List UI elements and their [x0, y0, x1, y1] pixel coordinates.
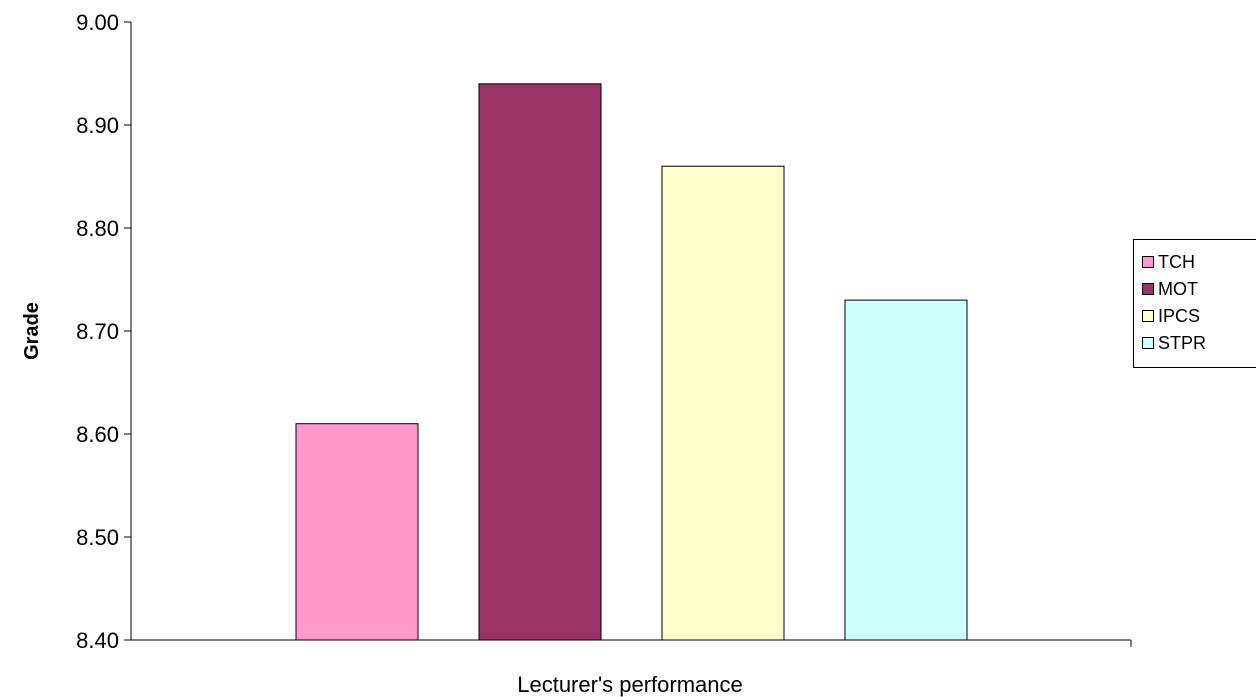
legend-label: TCH [1158, 251, 1195, 272]
legend-label: IPCS [1158, 305, 1201, 326]
bar-ipcs [661, 165, 785, 641]
bar-stpr [844, 299, 968, 641]
y-tick-label: 8.40 [76, 628, 119, 653]
y-tick-label: 8.70 [76, 319, 119, 344]
legend-item-mot: MOT [1142, 277, 1198, 301]
bars [295, 83, 968, 641]
y-tick-label: 8.80 [76, 216, 119, 241]
y-tick-label: 9.00 [76, 10, 119, 35]
y-tick-label: 8.90 [76, 113, 119, 138]
bar-mot [478, 83, 602, 641]
legend-label: MOT [1158, 278, 1198, 299]
legend-swatch [1142, 337, 1154, 349]
legend-item-stpr: STPR [1142, 331, 1206, 355]
legend-swatch [1142, 283, 1154, 295]
y-tick-label: 8.60 [76, 422, 119, 447]
legend: TCH MOT IPCS STPR [1133, 239, 1256, 368]
y-axis-label: Grade [21, 302, 43, 360]
y-axis-ticks: 8.40 8.50 8.60 8.70 8.80 8.90 9.00 [76, 10, 1132, 653]
x-axis-label: Lecturer's performance [517, 672, 743, 697]
legend-item-tch: TCH [1142, 250, 1195, 274]
bar-tch [295, 423, 419, 641]
y-tick-label: 8.50 [76, 525, 119, 550]
legend-swatch [1142, 256, 1154, 268]
legend-swatch [1142, 310, 1154, 322]
legend-label: STPR [1158, 332, 1207, 353]
legend-item-ipcs: IPCS [1142, 304, 1200, 328]
